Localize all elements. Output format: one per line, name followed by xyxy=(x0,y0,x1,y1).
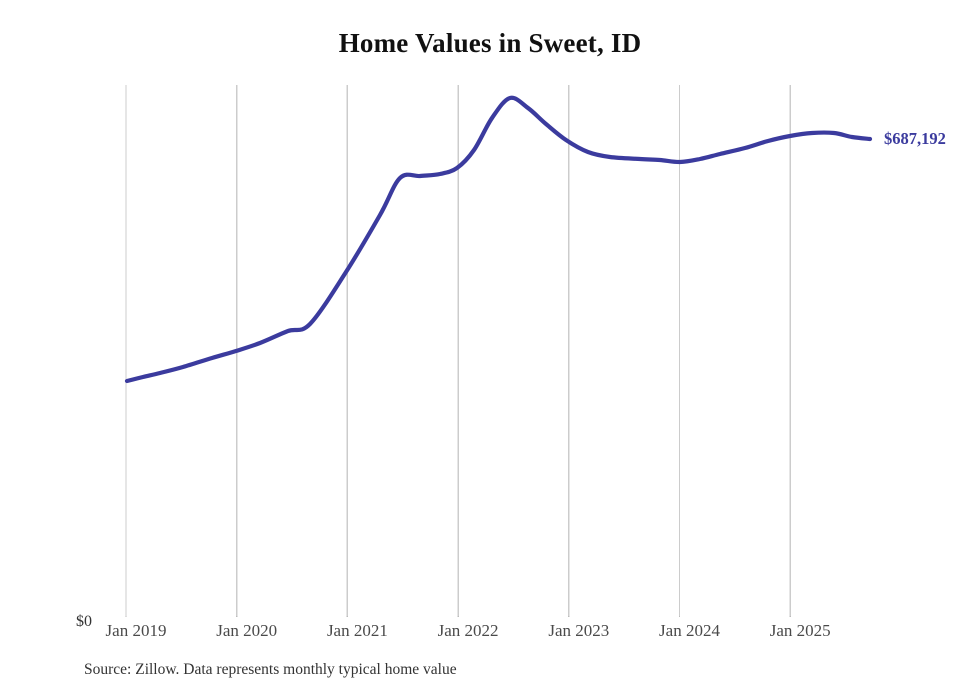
y-axis-zero-label: $0 xyxy=(76,613,92,630)
x-axis-tick-label: Jan 2025 xyxy=(770,621,831,640)
end-value-label: $687,192 xyxy=(884,129,946,148)
x-axis-tick-labels: Jan 2019 Jan 2020 Jan 2021 Jan 2022 Jan 2023… xyxy=(106,621,831,640)
tickmarks-group xyxy=(125,616,791,617)
source-note: Source: Zillow. Data represents monthly … xyxy=(84,661,457,678)
x-axis-tick-label: Jan 2023 xyxy=(548,621,609,640)
x-axis-tick-label: Jan 2024 xyxy=(659,621,720,640)
x-axis-tick-label: Jan 2022 xyxy=(438,621,499,640)
page-title: Home Values in Sweet, ID xyxy=(338,28,642,58)
x-axis-tick-label: Jan 2021 xyxy=(327,621,388,640)
home-value-line xyxy=(124,95,873,384)
x-axis-tick-label: Jan 2019 xyxy=(106,621,167,640)
x-axis-tick-label: Jan 2020 xyxy=(216,621,277,640)
